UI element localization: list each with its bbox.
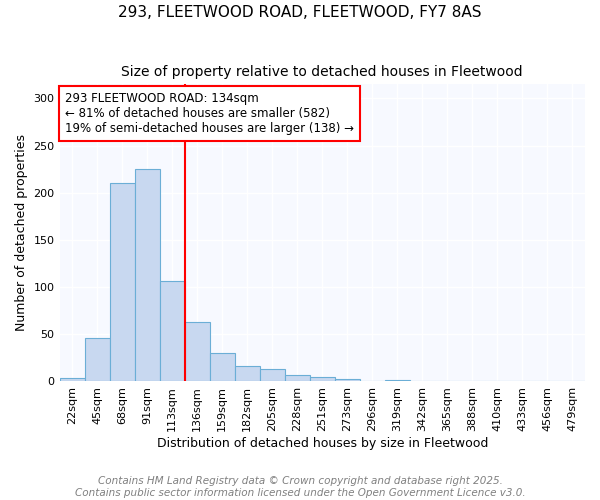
Bar <box>59 378 85 382</box>
Bar <box>235 366 260 382</box>
Bar <box>85 338 110 382</box>
Text: 293 FLEETWOOD ROAD: 134sqm
← 81% of detached houses are smaller (582)
19% of sem: 293 FLEETWOOD ROAD: 134sqm ← 81% of deta… <box>65 92 354 135</box>
Bar <box>260 369 285 382</box>
Text: Contains HM Land Registry data © Crown copyright and database right 2025.
Contai: Contains HM Land Registry data © Crown c… <box>74 476 526 498</box>
Bar <box>110 184 134 382</box>
Bar <box>310 376 335 382</box>
Bar <box>209 353 235 382</box>
Title: Size of property relative to detached houses in Fleetwood: Size of property relative to detached ho… <box>121 65 523 79</box>
Text: 293, FLEETWOOD ROAD, FLEETWOOD, FY7 8AS: 293, FLEETWOOD ROAD, FLEETWOOD, FY7 8AS <box>118 5 482 20</box>
X-axis label: Distribution of detached houses by size in Fleetwood: Distribution of detached houses by size … <box>157 437 488 450</box>
Bar <box>134 169 160 382</box>
Y-axis label: Number of detached properties: Number of detached properties <box>15 134 28 332</box>
Bar <box>360 380 385 382</box>
Bar <box>410 380 435 382</box>
Bar <box>535 380 560 382</box>
Bar <box>285 375 310 382</box>
Bar <box>335 378 360 382</box>
Bar <box>160 282 185 382</box>
Bar <box>185 322 209 382</box>
Bar <box>385 380 410 382</box>
